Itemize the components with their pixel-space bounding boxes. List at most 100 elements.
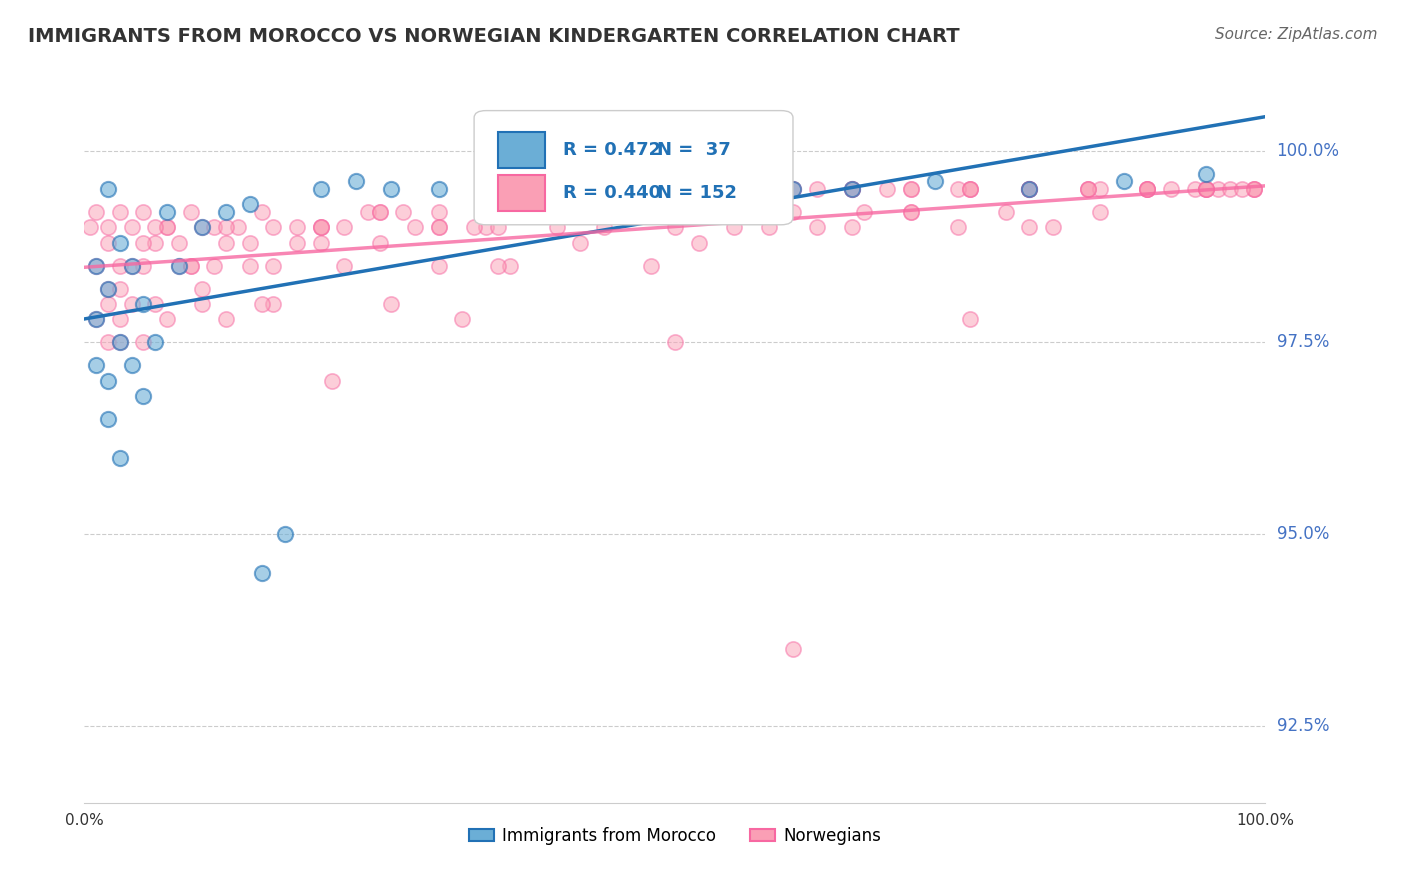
Point bbox=[333, 259, 356, 273]
Point bbox=[1088, 182, 1111, 196]
Point bbox=[664, 220, 686, 235]
Point bbox=[475, 220, 498, 235]
Point bbox=[427, 182, 450, 196]
Point bbox=[1018, 182, 1040, 196]
Point bbox=[605, 182, 627, 196]
Point bbox=[357, 205, 380, 219]
Point bbox=[368, 205, 391, 219]
Point bbox=[534, 205, 557, 219]
Point bbox=[1136, 182, 1159, 196]
Point bbox=[782, 182, 804, 196]
Point bbox=[1195, 182, 1218, 196]
Point bbox=[250, 205, 273, 219]
Point bbox=[97, 235, 120, 250]
Point bbox=[924, 174, 946, 188]
Point bbox=[79, 220, 101, 235]
Point bbox=[723, 205, 745, 219]
Point bbox=[782, 182, 804, 196]
Point bbox=[84, 312, 107, 326]
Point bbox=[1195, 182, 1218, 196]
Point bbox=[1243, 182, 1265, 196]
Point bbox=[262, 297, 284, 311]
Point bbox=[900, 205, 922, 219]
Point bbox=[782, 205, 804, 219]
Point bbox=[1195, 167, 1218, 181]
Point bbox=[959, 182, 981, 196]
Point bbox=[522, 205, 544, 219]
Point bbox=[605, 205, 627, 219]
Point bbox=[427, 220, 450, 235]
Point bbox=[1018, 182, 1040, 196]
Point bbox=[262, 259, 284, 273]
Point bbox=[132, 297, 155, 311]
Point bbox=[215, 220, 238, 235]
Point bbox=[723, 182, 745, 196]
Point bbox=[191, 220, 214, 235]
Point bbox=[309, 220, 332, 235]
Point bbox=[215, 312, 238, 326]
Point bbox=[1195, 182, 1218, 196]
Point bbox=[664, 205, 686, 219]
Point bbox=[97, 282, 120, 296]
Point bbox=[97, 297, 120, 311]
Point bbox=[156, 220, 179, 235]
Point bbox=[1160, 182, 1182, 196]
Point bbox=[191, 297, 214, 311]
Text: R = 0.440: R = 0.440 bbox=[562, 184, 661, 202]
Point bbox=[202, 259, 225, 273]
Point bbox=[1077, 182, 1099, 196]
Point bbox=[569, 182, 592, 196]
Point bbox=[333, 220, 356, 235]
Point bbox=[132, 259, 155, 273]
Point bbox=[734, 182, 756, 196]
Point bbox=[852, 205, 875, 219]
Point bbox=[97, 374, 120, 388]
Point bbox=[121, 220, 143, 235]
Point bbox=[132, 335, 155, 350]
Point bbox=[959, 182, 981, 196]
Point bbox=[546, 182, 568, 196]
Point bbox=[427, 220, 450, 235]
Point bbox=[841, 182, 863, 196]
Text: 100.0%: 100.0% bbox=[1277, 142, 1340, 160]
Point bbox=[368, 205, 391, 219]
Point bbox=[167, 259, 190, 273]
Point bbox=[498, 259, 520, 273]
Point bbox=[959, 312, 981, 326]
Point bbox=[1206, 182, 1229, 196]
Point bbox=[132, 205, 155, 219]
Point bbox=[688, 235, 710, 250]
Point bbox=[156, 220, 179, 235]
Bar bbox=[498, 132, 546, 168]
Point bbox=[593, 220, 616, 235]
Point bbox=[108, 259, 131, 273]
Point bbox=[1243, 182, 1265, 196]
Point bbox=[1243, 182, 1265, 196]
Point bbox=[1077, 182, 1099, 196]
Point bbox=[108, 312, 131, 326]
Point bbox=[239, 235, 262, 250]
Point bbox=[97, 282, 120, 296]
Point bbox=[782, 642, 804, 657]
Point bbox=[108, 235, 131, 250]
Point bbox=[1184, 182, 1206, 196]
Point bbox=[121, 259, 143, 273]
Point bbox=[723, 220, 745, 235]
Point bbox=[616, 205, 638, 219]
Point bbox=[486, 259, 509, 273]
Point bbox=[486, 220, 509, 235]
Point bbox=[274, 527, 297, 541]
Point bbox=[344, 174, 367, 188]
Point bbox=[806, 182, 828, 196]
Point bbox=[143, 235, 166, 250]
Point bbox=[143, 220, 166, 235]
Point bbox=[900, 205, 922, 219]
Point bbox=[841, 182, 863, 196]
Point bbox=[723, 205, 745, 219]
Point bbox=[309, 182, 332, 196]
Point bbox=[1042, 220, 1064, 235]
Point bbox=[250, 566, 273, 580]
Legend: Immigrants from Morocco, Norwegians: Immigrants from Morocco, Norwegians bbox=[463, 821, 887, 852]
Point bbox=[121, 297, 143, 311]
Point bbox=[475, 182, 498, 196]
